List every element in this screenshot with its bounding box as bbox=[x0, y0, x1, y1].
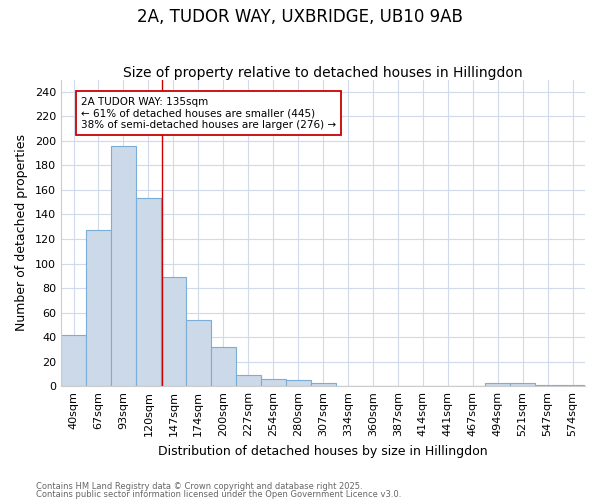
X-axis label: Distribution of detached houses by size in Hillingdon: Distribution of detached houses by size … bbox=[158, 444, 488, 458]
Title: Size of property relative to detached houses in Hillingdon: Size of property relative to detached ho… bbox=[123, 66, 523, 80]
Text: 2A, TUDOR WAY, UXBRIDGE, UB10 9AB: 2A, TUDOR WAY, UXBRIDGE, UB10 9AB bbox=[137, 8, 463, 26]
Bar bbox=[136, 198, 161, 386]
Bar bbox=[161, 277, 186, 386]
Bar bbox=[485, 382, 510, 386]
Text: Contains HM Land Registry data © Crown copyright and database right 2025.: Contains HM Land Registry data © Crown c… bbox=[36, 482, 362, 491]
Bar bbox=[211, 347, 236, 386]
Bar bbox=[61, 334, 86, 386]
Text: 2A TUDOR WAY: 135sqm
← 61% of detached houses are smaller (445)
38% of semi-deta: 2A TUDOR WAY: 135sqm ← 61% of detached h… bbox=[81, 96, 336, 130]
Bar bbox=[186, 320, 211, 386]
Text: Contains public sector information licensed under the Open Government Licence v3: Contains public sector information licen… bbox=[36, 490, 401, 499]
Bar bbox=[111, 146, 136, 386]
Bar bbox=[535, 385, 560, 386]
Bar bbox=[260, 379, 286, 386]
Bar bbox=[560, 385, 585, 386]
Bar bbox=[311, 382, 335, 386]
Bar bbox=[510, 382, 535, 386]
Bar bbox=[86, 230, 111, 386]
Bar bbox=[286, 380, 311, 386]
Bar bbox=[236, 375, 260, 386]
Y-axis label: Number of detached properties: Number of detached properties bbox=[15, 134, 28, 332]
